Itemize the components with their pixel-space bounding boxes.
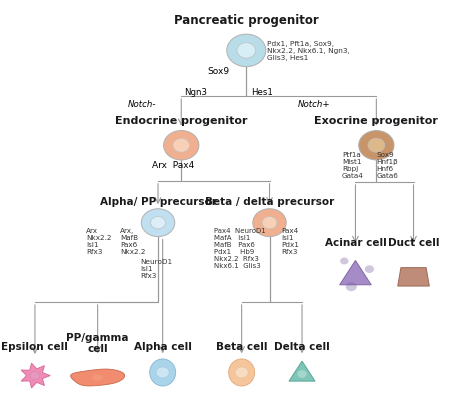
Circle shape — [151, 216, 165, 229]
Circle shape — [164, 130, 199, 160]
Text: Duct cell: Duct cell — [388, 238, 439, 248]
Polygon shape — [340, 260, 371, 285]
Ellipse shape — [228, 359, 255, 386]
Circle shape — [173, 138, 190, 152]
Text: Arx,
MafB
Pax6
Nkx2.2: Arx, MafB Pax6 Nkx2.2 — [120, 228, 146, 256]
Text: Arx  Pax4: Arx Pax4 — [152, 161, 194, 170]
Polygon shape — [289, 361, 315, 381]
Circle shape — [30, 372, 40, 380]
Text: Alpha cell: Alpha cell — [134, 342, 191, 352]
Circle shape — [141, 209, 175, 237]
Circle shape — [365, 265, 374, 273]
Text: Arx
Nkx2.2
Isl1
Rfx3: Arx Nkx2.2 Isl1 Rfx3 — [86, 228, 111, 256]
Circle shape — [340, 258, 348, 265]
Text: Pax4  NeuroD1
MafA   Isl1
MafB   Pax6
Pdx1    Hb9
Nkx2.2  Rfx3
Nkx6.1  Glis3: Pax4 NeuroD1 MafA Isl1 MafB Pax6 Pdx1 Hb… — [214, 228, 265, 269]
Circle shape — [253, 209, 286, 237]
Text: PP/gamma
cell: PP/gamma cell — [66, 333, 129, 354]
Circle shape — [156, 367, 169, 378]
Ellipse shape — [150, 359, 176, 386]
Text: Ptf1a
Mist1
Rbpj
Gata4: Ptf1a Mist1 Rbpj Gata4 — [342, 152, 364, 179]
Ellipse shape — [92, 374, 103, 380]
Polygon shape — [398, 268, 429, 286]
Text: Acinar cell: Acinar cell — [325, 238, 386, 248]
Polygon shape — [21, 363, 50, 388]
Text: Beta cell: Beta cell — [216, 342, 267, 352]
Text: NeuroD1
Isl1
Rfx3: NeuroD1 Isl1 Rfx3 — [140, 260, 173, 279]
Text: Sox9
Hnf1β
Hnf6
Gata6: Sox9 Hnf1β Hnf6 Gata6 — [376, 152, 398, 179]
Text: Notch-: Notch- — [128, 100, 156, 109]
Text: Pax4
Isl1
Pdx1
Rfx3: Pax4 Isl1 Pdx1 Rfx3 — [282, 228, 300, 256]
Text: Alpha/ PP precursor: Alpha/ PP precursor — [100, 197, 217, 207]
Polygon shape — [71, 369, 125, 386]
Text: Exocrine progenitor: Exocrine progenitor — [314, 116, 438, 126]
Text: Pancreatic progenitor: Pancreatic progenitor — [174, 14, 319, 27]
Circle shape — [368, 138, 385, 152]
Text: Pdx1, Pft1a, Sox9,
Nkx2.2, Nkx6.1, Ngn3,
Glis3, Hes1: Pdx1, Pft1a, Sox9, Nkx2.2, Nkx6.1, Ngn3,… — [267, 41, 350, 61]
Circle shape — [237, 43, 255, 58]
Text: Sox9: Sox9 — [207, 67, 229, 76]
Circle shape — [346, 282, 357, 291]
Circle shape — [227, 34, 266, 67]
Text: Beta / delta precursor: Beta / delta precursor — [205, 197, 334, 207]
Circle shape — [262, 216, 277, 229]
Text: Ngn3: Ngn3 — [184, 88, 207, 97]
Text: Endocrine progenitor: Endocrine progenitor — [115, 116, 247, 126]
Text: Hes1: Hes1 — [252, 88, 273, 97]
Text: Notch+: Notch+ — [297, 100, 330, 109]
Circle shape — [359, 130, 394, 160]
Circle shape — [297, 370, 307, 378]
Circle shape — [235, 367, 248, 378]
Text: Epsilon cell: Epsilon cell — [1, 342, 68, 352]
Text: Delta cell: Delta cell — [274, 342, 330, 352]
